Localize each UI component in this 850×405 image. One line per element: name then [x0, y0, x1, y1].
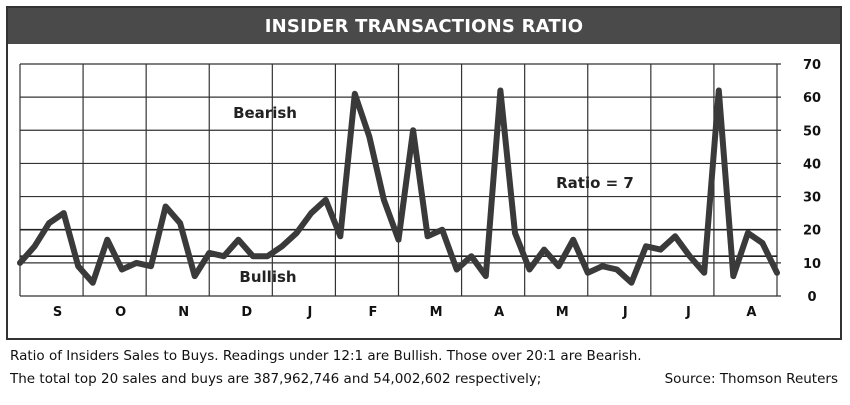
- x-tick-label: M: [556, 305, 569, 320]
- x-tick-label: J: [622, 305, 628, 320]
- y-tick-label: 20: [803, 224, 821, 239]
- chart-title: INSIDER TRANSACTIONS RATIO: [264, 15, 584, 37]
- y-tick-label: 40: [803, 157, 821, 172]
- chart-plot: 0 10 20 30 40 50 60 70 S O N D J F M A M J J A Bearish Bullis…: [17, 58, 821, 320]
- source-credit: Source: Thomson Reuters: [664, 371, 838, 387]
- chart-frame: INSIDER TRANSACTIONS RATIO: [6, 6, 842, 340]
- x-tick-label: O: [115, 305, 126, 320]
- x-tick-label: A: [746, 305, 756, 320]
- y-tick-label: 30: [803, 191, 821, 206]
- y-tick-label: 0: [807, 290, 816, 305]
- x-tick-label: J: [306, 305, 312, 320]
- y-tick-label: 60: [803, 91, 821, 106]
- current-ratio-label: Ratio = 7: [556, 174, 634, 192]
- axis-labels: 0 10 20 30 40 50 60 70 S O N D J F M A M J J A Bearish Bullis…: [53, 58, 821, 320]
- y-tick-label: 70: [803, 58, 821, 73]
- x-tick-label: M: [430, 305, 443, 320]
- x-tick-label: D: [241, 305, 252, 320]
- y-tick-label: 10: [803, 257, 821, 272]
- bearish-label: Bearish: [233, 104, 297, 122]
- data-series: [17, 87, 780, 286]
- x-tick-label: J: [685, 305, 691, 320]
- footnote-line-2: The total top 20 sales and buys are 387,…: [10, 371, 542, 387]
- x-tick-label: A: [494, 305, 504, 320]
- x-tick-label: S: [53, 305, 62, 320]
- x-tick-label: F: [369, 305, 378, 320]
- bullish-label: Bullish: [239, 268, 296, 286]
- y-tick-label: 50: [803, 124, 821, 139]
- x-tick-label: N: [178, 305, 189, 320]
- chart-title-bar: INSIDER TRANSACTIONS RATIO: [8, 8, 840, 44]
- footnote-line-1: Ratio of Insiders Sales to Buys. Reading…: [10, 348, 642, 364]
